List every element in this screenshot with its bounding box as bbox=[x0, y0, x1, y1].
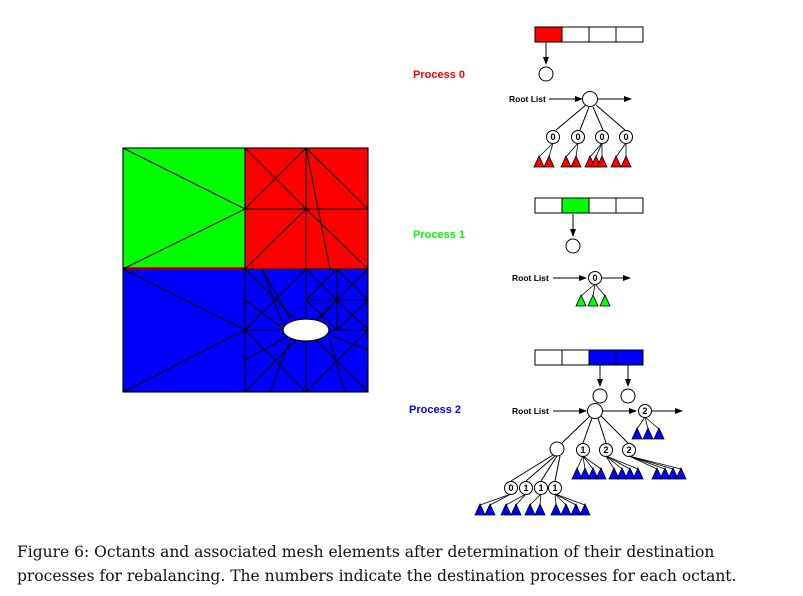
process2-pointer-node-b bbox=[620, 388, 636, 404]
process2-sub3-leaf-0 bbox=[550, 503, 562, 516]
process2-suboctant-0 bbox=[504, 481, 518, 495]
process2-sub3-leaf-1 bbox=[560, 503, 572, 516]
figure-caption: Figure 6: Octants and associated mesh el… bbox=[17, 540, 797, 588]
process0-octant2-leaf-2 bbox=[596, 155, 608, 168]
process2-leaf-elements bbox=[474, 416, 687, 516]
mesh-domain bbox=[122, 147, 369, 393]
process1-octant-0-number: 0 bbox=[592, 273, 597, 283]
process2-label: Process 2 bbox=[409, 404, 461, 416]
process2-octant-b-leaf-1 bbox=[616, 467, 628, 480]
process2-array-cell-3 bbox=[615, 349, 644, 366]
mesh-hole bbox=[282, 318, 330, 342]
process0-leaf-elements bbox=[533, 142, 632, 168]
process2-root-octant-leaf-2 bbox=[653, 427, 665, 440]
process1-pointer-node bbox=[565, 238, 581, 254]
process1-octant0-leaf-0 bbox=[575, 294, 587, 307]
process2-suboctant-3-number: 1 bbox=[552, 483, 557, 493]
process2-root-octant-leaf-0 bbox=[631, 427, 643, 440]
process0-array-cell-1 bbox=[561, 26, 590, 43]
process2-octant-b-leaf-0 bbox=[608, 467, 620, 480]
process1-array bbox=[534, 197, 644, 214]
process2-sub0-leaf-0 bbox=[474, 503, 486, 516]
mesh-edges bbox=[122, 147, 369, 393]
process2-sub2-leaf-0 bbox=[524, 503, 536, 516]
process2-root-octant-leaf-1 bbox=[642, 427, 654, 440]
root-list-label-p0: Root List bbox=[509, 94, 546, 104]
process2-root-node bbox=[587, 403, 603, 419]
process0-pointer-node bbox=[538, 66, 554, 82]
process0-octant1-leaf-1 bbox=[570, 155, 582, 168]
process2-suboctant-2-number: 1 bbox=[538, 483, 543, 493]
process2-suboctant-1-number: 1 bbox=[523, 483, 528, 493]
process0-octant-0-number: 0 bbox=[550, 132, 555, 142]
process2-octant-b-leaf-2 bbox=[624, 467, 636, 480]
process0-label: Process 0 bbox=[413, 69, 465, 81]
caption-line-2: processes for rebalancing. The numbers i… bbox=[17, 567, 737, 585]
process2-suboctant-0-number: 0 bbox=[508, 483, 513, 493]
process1-octant-nodes: 0 bbox=[588, 271, 602, 285]
process1-leaf-elements bbox=[575, 283, 611, 307]
process2-octant-nodes: 1 2 220 1 1 1 bbox=[504, 404, 652, 495]
process0-octant-1-number: 0 bbox=[575, 132, 580, 142]
process0-octant-nodes: 0 0 0 0 bbox=[546, 130, 633, 144]
process2-octant-a-leaf-2 bbox=[587, 467, 599, 480]
process2-octant-b-leaf-3 bbox=[632, 467, 644, 480]
process1-octant0-leaf-2 bbox=[599, 294, 611, 307]
octree-figure: 0 0 0 0 0 bbox=[122, 26, 687, 516]
process2-octant-c bbox=[622, 443, 636, 457]
process2-structure: 1 2 220 1 1 1 bbox=[474, 349, 687, 516]
process1-octant0-leaf-1 bbox=[587, 294, 599, 307]
process2-octant-c-leaf-0 bbox=[651, 467, 663, 480]
process0-octant1-leaf-0 bbox=[560, 155, 572, 168]
process2-sub1-leaf-0 bbox=[500, 503, 512, 516]
process0-octant3-leaf-0 bbox=[610, 155, 622, 168]
process2-octant-c-leaf-1 bbox=[659, 467, 671, 480]
process0-array-cell-3 bbox=[615, 26, 644, 43]
root-list-label-p2: Root List bbox=[512, 406, 549, 416]
process2-sub1-leaf-1 bbox=[510, 503, 522, 516]
process0-array bbox=[534, 26, 644, 43]
process2-pointer-node-a bbox=[592, 388, 608, 404]
process1-tree-edges bbox=[553, 214, 631, 281]
process2-octant-c-leaf-2 bbox=[667, 467, 679, 480]
process2-octant-c-leaf-3 bbox=[675, 467, 687, 480]
process1-array-cell-2 bbox=[588, 197, 617, 214]
process2-array-cell-2 bbox=[588, 349, 617, 366]
root-list-label-p1: Root List bbox=[512, 273, 549, 283]
process0-tree-edges bbox=[543, 42, 632, 131]
process0-octant0-leaf-0 bbox=[533, 155, 545, 168]
process2-octant-c-number: 2 bbox=[626, 445, 631, 455]
process2-internal-node bbox=[549, 441, 565, 457]
process2-sub2-leaf-1 bbox=[534, 503, 546, 516]
process0-array-cell-2 bbox=[588, 26, 617, 43]
process2-octant-a-leaf-3 bbox=[595, 467, 607, 480]
process1-label: Process 1 bbox=[413, 229, 465, 241]
process2-array bbox=[534, 349, 644, 366]
process0-root-node bbox=[582, 91, 598, 107]
process2-sub3-leaf-2 bbox=[570, 503, 582, 516]
process0-octant-3-number: 0 bbox=[623, 132, 628, 142]
process2-octant-a-leaf-0 bbox=[571, 467, 583, 480]
process1-array-cell-3 bbox=[615, 197, 644, 214]
process1-structure: 0 bbox=[534, 197, 644, 307]
process2-root-octant-number: 2 bbox=[642, 406, 647, 416]
process0-octant-2-number: 0 bbox=[599, 132, 604, 142]
process2-array-cell-0 bbox=[534, 349, 563, 366]
process0-octant3-leaf-1 bbox=[620, 155, 632, 168]
process2-octant-a-number: 1 bbox=[580, 445, 585, 455]
caption-line-1: Figure 6: Octants and associated mesh el… bbox=[17, 543, 715, 561]
mesh-quadrant-process1 bbox=[123, 148, 245, 269]
process2-octant-b-number: 2 bbox=[603, 445, 608, 455]
process2-octant-a-leaf-1 bbox=[579, 467, 591, 480]
process2-sub3-leaf-3 bbox=[579, 503, 591, 516]
process1-array-cell-1 bbox=[561, 197, 590, 214]
process0-structure: 0 0 0 0 bbox=[533, 26, 644, 168]
process0-octant0-leaf-1 bbox=[543, 155, 555, 168]
process0-array-cell-0 bbox=[534, 26, 563, 43]
process1-array-cell-0 bbox=[534, 197, 563, 214]
process2-sub0-leaf-1 bbox=[484, 503, 496, 516]
process2-array-cell-1 bbox=[561, 349, 590, 366]
process2-tree-edges bbox=[510, 365, 683, 482]
